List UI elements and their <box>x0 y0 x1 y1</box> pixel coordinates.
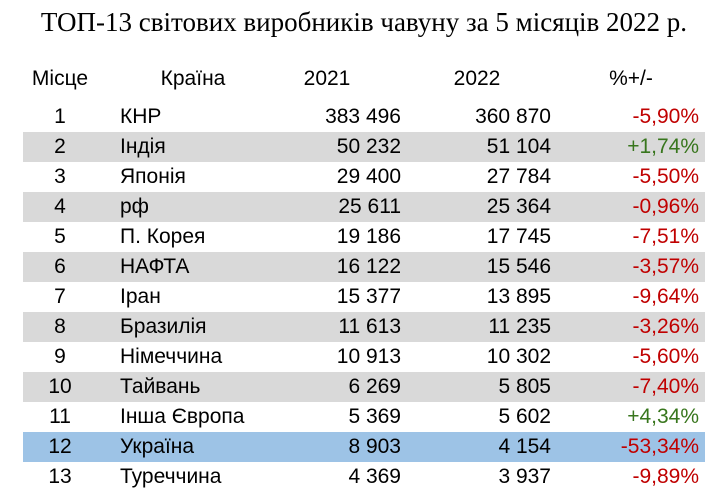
table-row: 10 Тайвань 6 269 5 805 -7,40% <box>23 372 705 402</box>
table-row: 1 КНР 383 496 360 870 -5,90% <box>23 102 705 132</box>
table-row: 11 Інша Європа 5 369 5 602 +4,34% <box>23 402 705 432</box>
country-cell: Тайвань <box>120 375 201 398</box>
table-row: 12 Україна 8 903 4 154 -53,34% <box>23 432 705 462</box>
change-cell: -5,90% <box>632 105 699 128</box>
value-2021-cell: 5 369 <box>348 405 401 428</box>
header-2021: 2021 <box>303 67 351 90</box>
change-cell: -7,51% <box>632 225 699 248</box>
change-cell: +1,74% <box>627 135 699 158</box>
country-cell: Україна <box>120 435 195 458</box>
country-cell: Туреччина <box>120 465 222 488</box>
value-2021-cell: 11 613 <box>338 315 401 338</box>
value-2022-cell: 4 154 <box>498 435 551 458</box>
country-cell: Іран <box>120 285 161 308</box>
country-cell: Японія <box>120 165 186 188</box>
value-2022-cell: 11 235 <box>488 315 551 338</box>
value-2022-cell: 51 104 <box>486 135 551 158</box>
value-2022-cell: 5 805 <box>498 375 551 398</box>
change-cell: +4,34% <box>627 405 699 428</box>
change-cell: -9,64% <box>632 285 699 308</box>
value-2021-cell: 4 369 <box>348 465 401 488</box>
change-cell: -9,89% <box>632 465 699 488</box>
country-cell: П. Корея <box>120 225 206 248</box>
value-2021-cell: 19 186 <box>336 225 401 248</box>
country-cell: НАФТА <box>120 255 190 278</box>
rank-cell: 11 <box>49 405 71 428</box>
value-2021-cell: 15 377 <box>336 285 401 308</box>
value-2021-cell: 10 913 <box>336 345 401 368</box>
value-2022-cell: 15 546 <box>486 255 551 278</box>
rank-cell: 6 <box>54 255 66 278</box>
header-2022: 2022 <box>453 67 501 90</box>
table-body: 1 КНР 383 496 360 870 -5,90% 2 Індія 50 232 51 1… <box>23 102 705 492</box>
value-2021-cell: 6 269 <box>348 375 401 398</box>
country-cell: рф <box>120 195 149 218</box>
table-row: 5 П. Корея 19 186 17 745 -7,51% <box>23 222 705 252</box>
country-cell: КНР <box>120 105 162 128</box>
change-cell: -53,34% <box>620 435 699 458</box>
table-row: 6 НАФТА 16 122 15 546 -3,57% <box>23 252 705 282</box>
value-2021-cell: 16 122 <box>336 255 401 278</box>
value-2021-cell: 25 611 <box>338 195 401 218</box>
value-2022-cell: 27 784 <box>486 165 551 188</box>
value-2022-cell: 360 870 <box>475 105 551 128</box>
value-2021-cell: 8 903 <box>348 435 401 458</box>
value-2022-cell: 10 302 <box>486 345 551 368</box>
table-row: 2 Індія 50 232 51 104 +1,74% <box>23 132 705 162</box>
rank-cell: 9 <box>54 345 66 368</box>
table-row: 9 Німеччина 10 913 10 302 -5,60% <box>23 342 705 372</box>
table-header-row: Місце Країна 2021 2022 %+/- <box>23 56 705 102</box>
rank-cell: 7 <box>54 285 66 308</box>
table-row: 13 Туреччина 4 369 3 937 -9,89% <box>23 462 705 492</box>
rank-cell: 2 <box>54 135 66 158</box>
table-row: 3 Японія 29 400 27 784 -5,50% <box>23 162 705 192</box>
table-row: 7 Іран 15 377 13 895 -9,64% <box>23 282 705 312</box>
rank-cell: 3 <box>54 165 66 188</box>
change-cell: -0,96% <box>632 195 699 218</box>
header-rank: Місце <box>31 67 89 90</box>
value-2022-cell: 5 602 <box>498 405 551 428</box>
table-title: ТОП-13 світових виробників чавуну за 5 м… <box>40 7 688 37</box>
country-cell: Інша Європа <box>120 405 245 428</box>
change-cell: -3,57% <box>632 255 699 278</box>
rank-cell: 1 <box>54 105 66 128</box>
rank-cell: 12 <box>48 435 72 458</box>
rank-cell: 13 <box>48 465 72 488</box>
country-cell: Німеччина <box>120 345 223 368</box>
production-table: Місце Країна 2021 2022 %+/- 1 КНР 383 496 3… <box>23 56 705 492</box>
change-cell: -7,40% <box>632 375 699 398</box>
header-country: Країна <box>160 67 226 90</box>
value-2022-cell: 13 895 <box>486 285 551 308</box>
table-row: 8 Бразилія 11 613 11 235 -3,26% <box>23 312 705 342</box>
table-row: 4 рф 25 611 25 364 -0,96% <box>23 192 705 222</box>
rank-cell: 5 <box>54 225 66 248</box>
rank-cell: 10 <box>48 375 72 398</box>
value-2022-cell: 25 364 <box>486 195 551 218</box>
change-cell: -3,26% <box>632 315 699 338</box>
value-2022-cell: 17 745 <box>486 225 551 248</box>
country-cell: Індія <box>120 135 166 158</box>
rank-cell: 8 <box>54 315 66 338</box>
value-2021-cell: 383 496 <box>325 105 401 128</box>
value-2022-cell: 3 937 <box>498 465 551 488</box>
value-2021-cell: 29 400 <box>336 165 401 188</box>
rank-cell: 4 <box>54 195 66 218</box>
header-change: %+/- <box>609 67 653 90</box>
value-2021-cell: 50 232 <box>336 135 401 158</box>
change-cell: -5,60% <box>632 345 699 368</box>
country-cell: Бразилія <box>120 315 207 338</box>
change-cell: -5,50% <box>632 165 699 188</box>
